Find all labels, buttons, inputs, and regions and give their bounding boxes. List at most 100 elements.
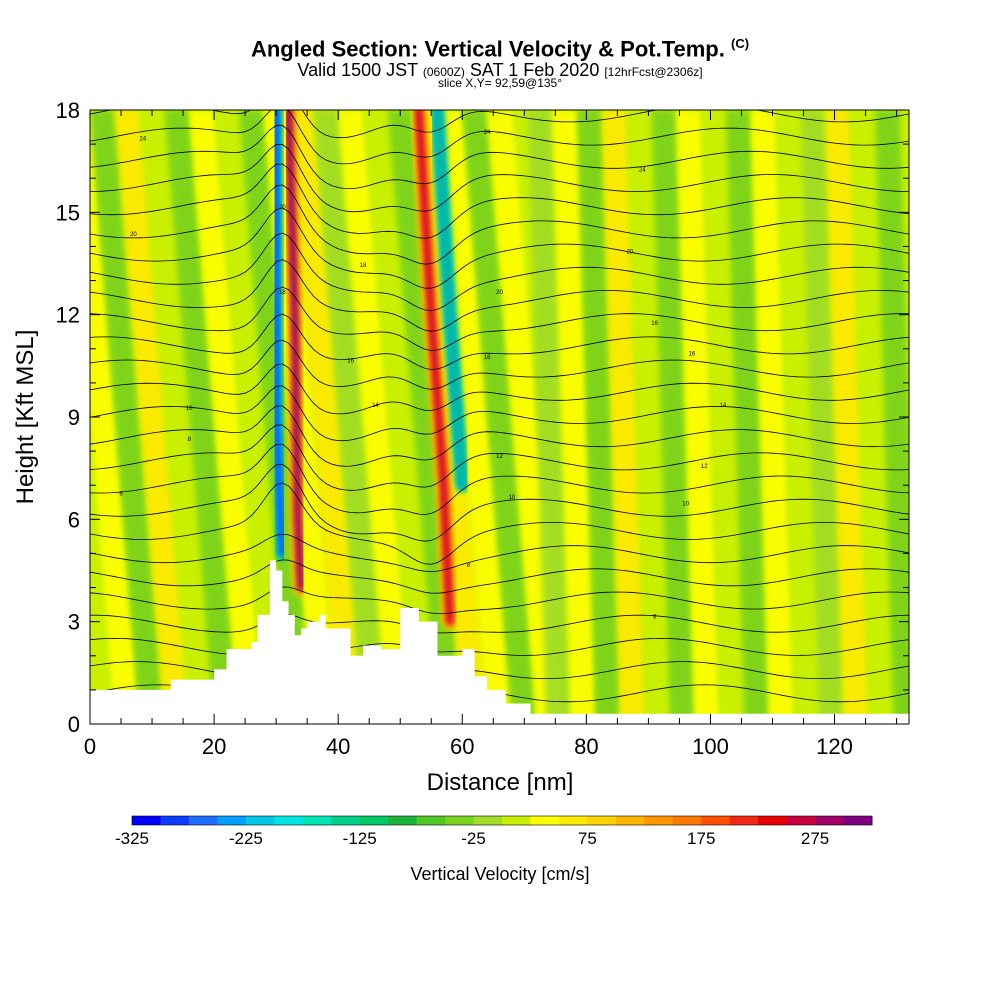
contour-label: 10 — [682, 502, 689, 508]
theta-contour — [90, 110, 909, 165]
colorbar-swatch — [302, 816, 332, 825]
field-band — [850, 110, 894, 724]
y-tick-label: 9 — [68, 405, 80, 430]
contour-label: 20 — [279, 205, 286, 211]
contour-label: 14 — [720, 403, 727, 409]
downdraft-core — [435, 110, 465, 488]
theta-contour — [90, 443, 909, 515]
colorbar-tick-label: 275 — [801, 829, 829, 848]
field-band — [338, 110, 413, 724]
valid-time-b: SAT 1 Feb 2020 — [469, 60, 600, 80]
colorbar-swatch — [274, 816, 304, 825]
colorbar-tick-label: -225 — [229, 829, 263, 848]
colorbar-swatch — [701, 816, 731, 825]
x-axis-ticks: 0 20 40 60 80 100 120 — [84, 110, 898, 759]
field-band — [527, 110, 571, 724]
terrain — [90, 560, 909, 724]
x-axis-title: Distance [nm] — [427, 769, 574, 796]
colorbar-swatch — [758, 816, 788, 825]
theta-contour — [90, 313, 909, 370]
field-band — [552, 110, 596, 724]
field-band — [725, 110, 770, 724]
contour-label: 20 — [130, 232, 137, 238]
updraft-core — [286, 110, 304, 591]
colorbar-title: Vertical Velocity [cm/s] — [410, 864, 589, 884]
theta-contour — [90, 124, 909, 190]
field-band — [676, 110, 720, 724]
theta-contour — [90, 363, 909, 415]
colorbar-frame — [131, 815, 873, 826]
contour-label: 10 — [509, 495, 516, 501]
plot-area — [90, 110, 909, 724]
field-band — [651, 110, 695, 724]
theta-contour — [90, 286, 909, 351]
contour-label: 24 — [484, 130, 491, 136]
contour-label: 12 — [496, 454, 503, 460]
field-band — [750, 110, 795, 724]
contour-label: 16 — [688, 352, 695, 358]
contour-label: 12 — [701, 464, 708, 470]
colorbar-swatch — [473, 816, 503, 825]
colorbar-swatch — [359, 816, 389, 825]
y-tick-label: 3 — [68, 610, 80, 635]
colorbar-ticks: -325 -225 -125 -25 75 175 275 — [115, 829, 829, 848]
colorbar-tick-label: -25 — [461, 829, 486, 848]
chart-title-unit: (C) — [731, 36, 750, 51]
colorbar-swatch — [416, 816, 446, 825]
x-tick-label: 20 — [202, 734, 226, 759]
x-tick-label: 40 — [326, 734, 350, 759]
valid-time-a: Valid 1500 JST — [297, 60, 418, 80]
field-band — [139, 110, 215, 724]
field-band — [626, 110, 671, 724]
field-band — [577, 110, 621, 724]
contour-label: 10 — [186, 406, 193, 412]
field-band — [874, 110, 909, 724]
theta-contour — [90, 143, 909, 213]
colorbar-swatch — [502, 816, 531, 825]
chart-title-text: Angled Section: Vertical Velocity & Pot.… — [250, 36, 725, 62]
field-band — [825, 110, 869, 724]
theta-contour — [90, 232, 909, 312]
y-axis-title: Height [Kft MSL] — [12, 330, 39, 505]
contour-label: 8 — [653, 614, 657, 620]
colorbar-swatch — [445, 816, 475, 825]
contour-label: 16 — [484, 355, 491, 361]
contour-label: 18 — [360, 263, 367, 269]
contour-label: 14 — [372, 403, 379, 409]
y-tick-label: 18 — [56, 98, 80, 123]
theta-contour — [90, 533, 909, 572]
colorbar-swatch — [188, 816, 218, 825]
y-tick-label: 15 — [56, 200, 80, 225]
colorbar-tick-label: 75 — [578, 829, 597, 848]
colorbar-tick-label: 175 — [687, 829, 715, 848]
colorbar-swatch — [160, 816, 190, 825]
contour-label: 8 — [467, 563, 471, 569]
colorbar-swatch — [217, 816, 247, 825]
downdraft-core — [274, 110, 285, 556]
colorbar-tick-label: -325 — [115, 829, 149, 848]
theta-contour — [90, 559, 909, 594]
theta-contour — [90, 163, 909, 239]
field-band — [462, 110, 537, 724]
forecast-info: [12hrFcst@2306z] — [604, 65, 703, 79]
colorbar-swatch — [558, 816, 588, 825]
theta-contour — [90, 482, 909, 565]
colorbar-swatch — [587, 816, 617, 825]
theta-contour — [90, 339, 909, 390]
theta-contour — [90, 259, 909, 332]
contour-labels: 24 20 10 8 6 20 18 18 16 14 24 20 16 12 10 8 24 20 16 16 14 1… — [119, 130, 727, 620]
field-band — [800, 110, 844, 724]
velocity-cores — [269, 110, 470, 630]
colorbar-swatch — [331, 816, 361, 825]
colorbar-swatch — [388, 816, 418, 825]
field-band — [164, 110, 239, 724]
theta-contour — [90, 405, 909, 467]
contour-label: 20 — [496, 290, 503, 296]
colorbar — [131, 815, 873, 826]
contour-label: 18 — [279, 290, 286, 296]
colorbar-swatch — [843, 816, 873, 825]
theta-contour — [90, 463, 909, 542]
slice-info: slice X,Y= 92,59@135° — [437, 76, 563, 90]
theta-contour — [90, 424, 909, 491]
